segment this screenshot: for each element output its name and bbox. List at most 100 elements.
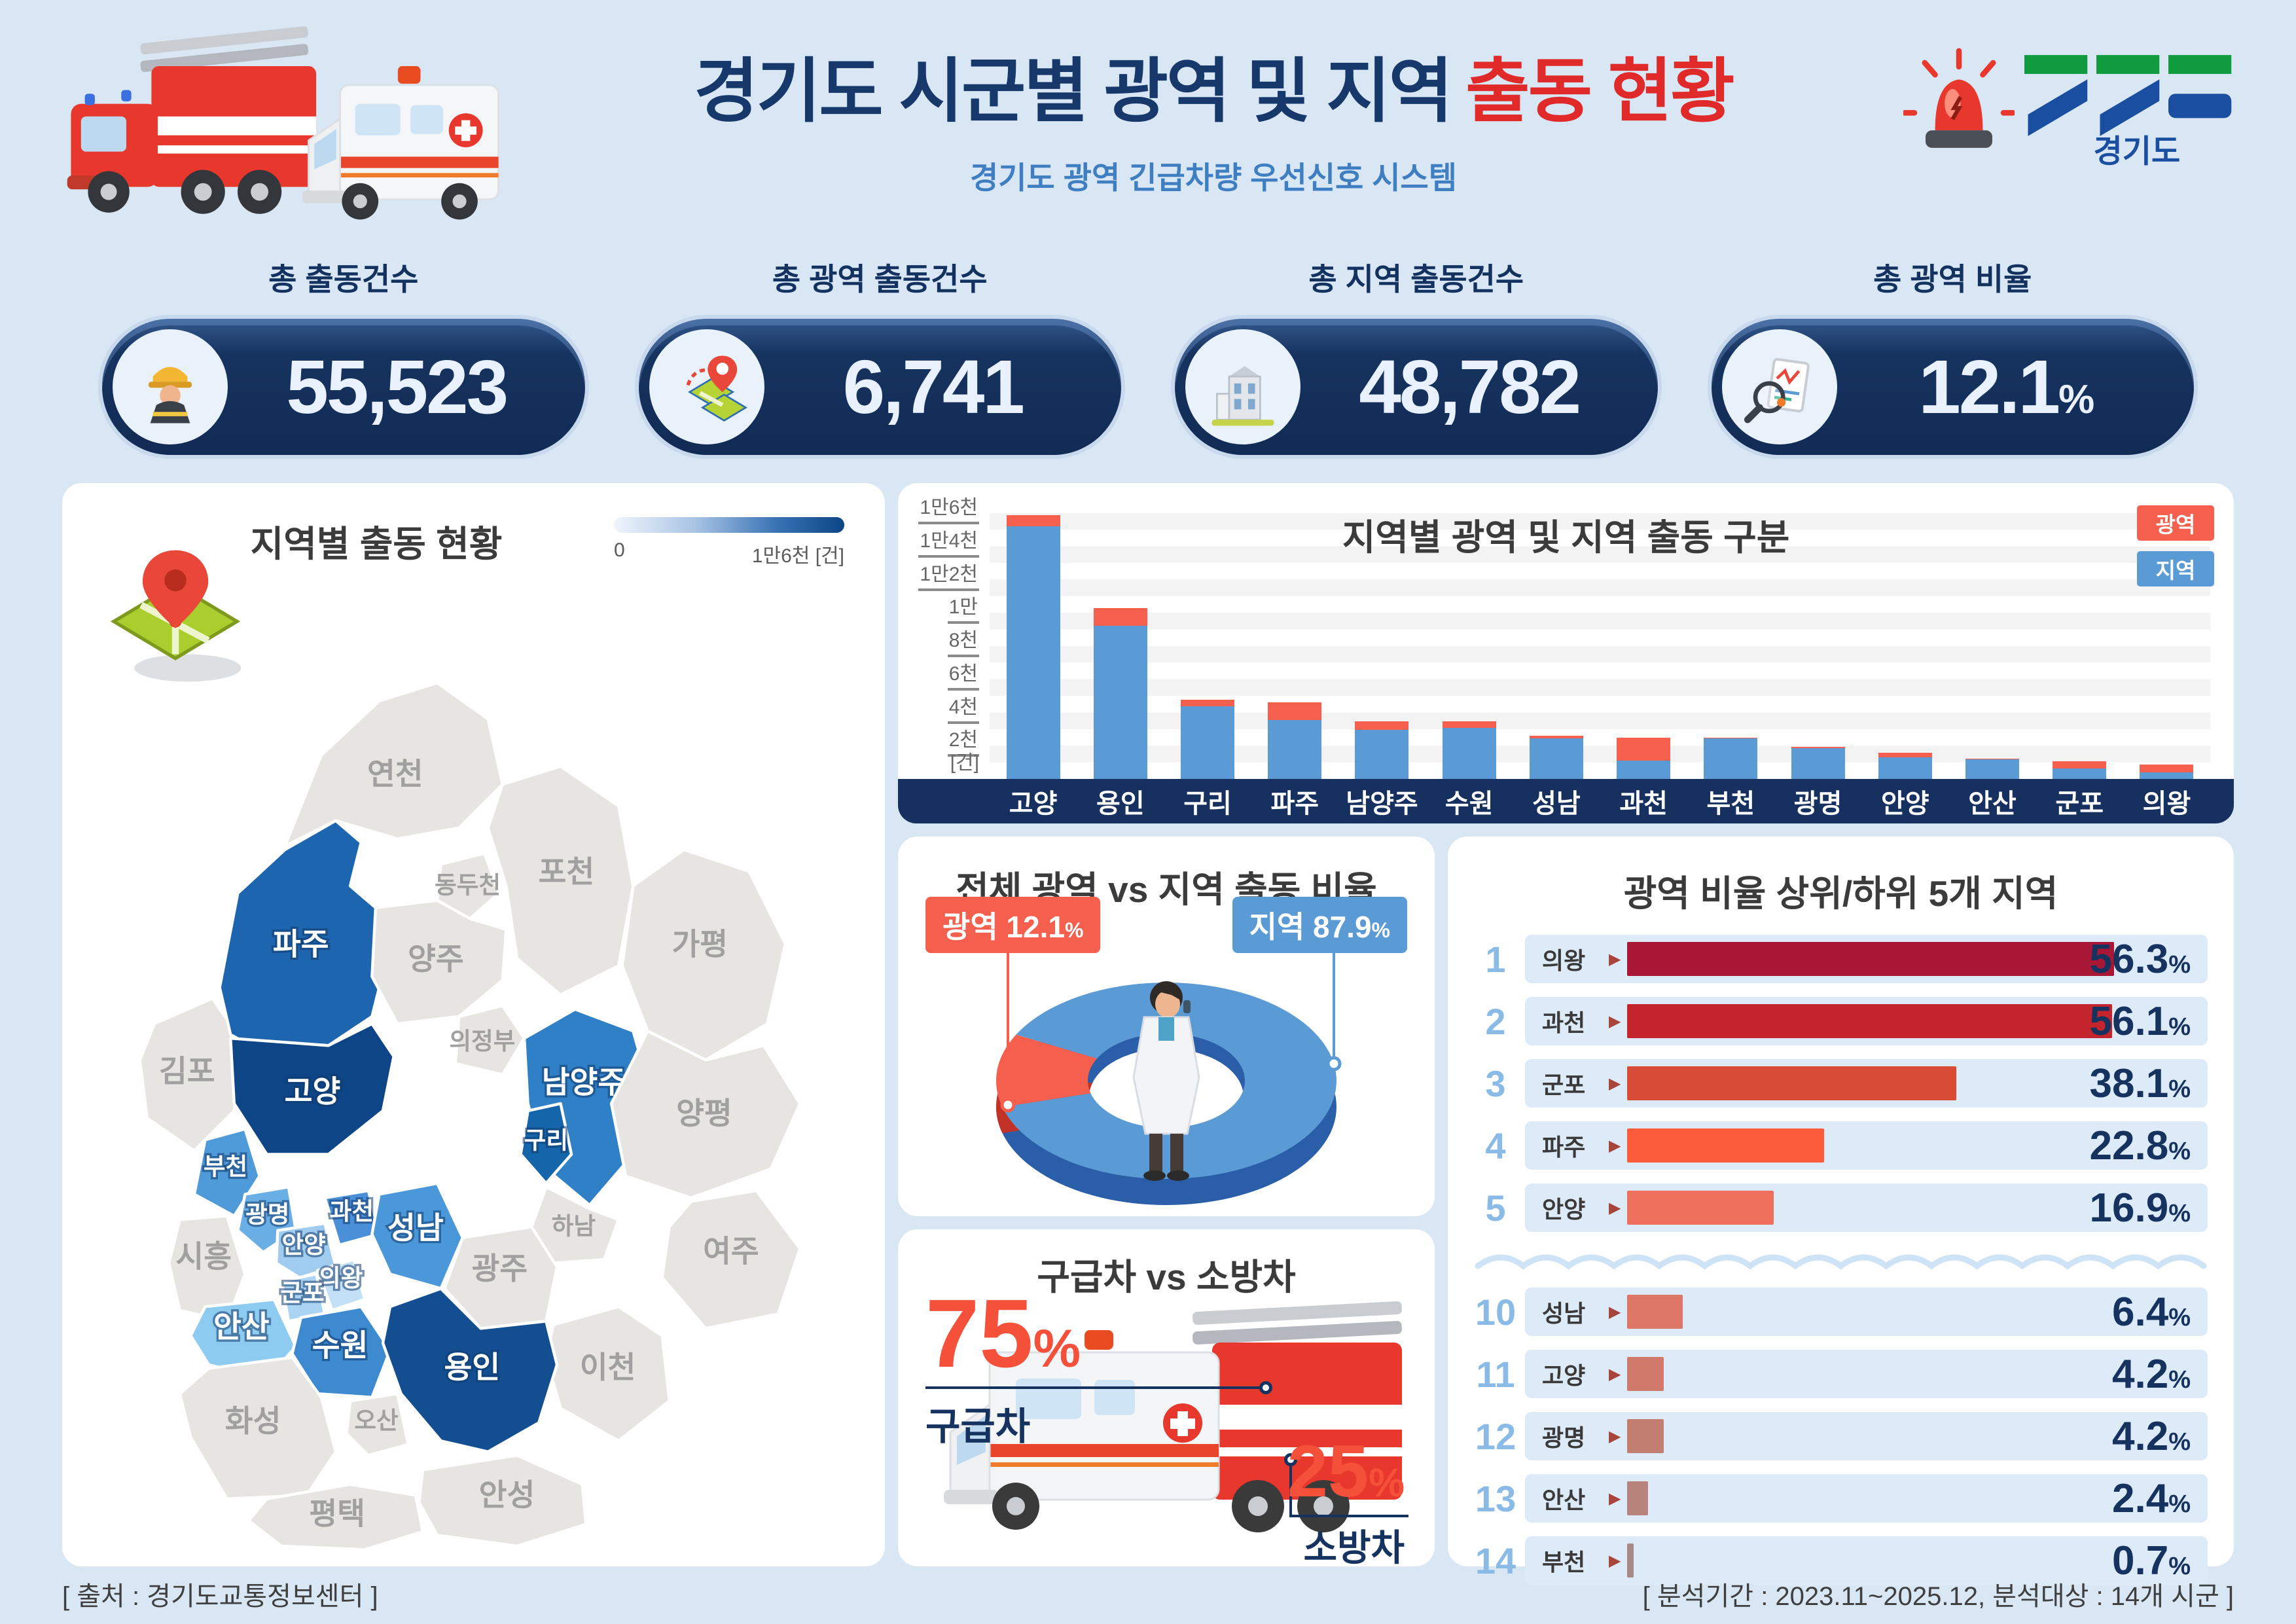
firetruck-pct: 25% xyxy=(1287,1430,1405,1512)
arrow-icon: ▶ xyxy=(1609,1427,1621,1445)
donut-local-slice xyxy=(1002,983,1336,1180)
bar-segment-local xyxy=(1181,706,1235,779)
vehicle-panel: 구급차 vs 소방차 75% 구급차 25% 소방차 xyxy=(898,1229,1435,1568)
arrow-icon: ▶ xyxy=(1609,1365,1621,1383)
bar-segment-metro xyxy=(1006,514,1060,526)
rank-track: 부천 ▶ 0.7% xyxy=(1525,1536,2208,1585)
map-region-오산: 오산 xyxy=(345,1392,410,1457)
rank-region-name: 광명 xyxy=(1542,1424,1586,1451)
bar-axis-labels: 고양 용인 구리 파주 남양주 수원 성남 과천 부천 광명 안양 안산 군포 의왕 xyxy=(898,779,2234,823)
svg-text:파주: 파주 xyxy=(273,928,329,962)
rank-bar xyxy=(1627,1295,1683,1329)
stat-metro-dispatch: 총 광역 출동건수 6,741 xyxy=(634,254,1125,459)
bar-segment-local xyxy=(1704,738,1758,779)
bar-segment-metro xyxy=(1791,746,1845,748)
bar-segment-local xyxy=(1268,719,1322,779)
rank-percentage: 56.1% xyxy=(2089,998,2191,1044)
rank-bar xyxy=(1627,1128,1825,1163)
bar-column xyxy=(1077,513,1164,779)
rank-percentage: 2.4% xyxy=(2112,1475,2191,1521)
bar-segment-local xyxy=(2053,768,2107,779)
footer-period: [ 분석기간 : 2023.11~2025.12, 분석대상 : 14개 시군 … xyxy=(1642,1582,2234,1611)
rank-bar xyxy=(1627,1357,1664,1391)
stat-value: 12.1% xyxy=(1918,344,2094,429)
bar-segment-local xyxy=(1355,730,1409,779)
stat-value: 48,782 xyxy=(1359,344,1581,429)
ranking-row: 5 안양 ▶ 16.9% xyxy=(1474,1183,2208,1232)
rank-region-name: 성남 xyxy=(1542,1300,1586,1327)
ranking-row: 4 파주 ▶ 22.8% xyxy=(1474,1121,2208,1170)
local-ratio-callout: 지역 87.9% xyxy=(1232,897,1407,953)
bar-segment-metro xyxy=(1529,736,1583,739)
rank-region-name: 안산 xyxy=(1542,1487,1586,1513)
rank-track: 군포 ▶ 38.1% xyxy=(1525,1059,2208,1108)
svg-text:의정부: 의정부 xyxy=(449,1028,515,1055)
svg-text:가평: 가평 xyxy=(672,928,728,962)
building-icon xyxy=(1185,329,1300,444)
rank-percentage: 4.2% xyxy=(2112,1413,2191,1459)
svg-text:안성: 안성 xyxy=(479,1478,535,1512)
bar-column xyxy=(2036,513,2123,779)
rank-number: 12 xyxy=(1475,1415,1516,1457)
header: 경기도 시군별 광역 및 지역 출동 현황 경기도 광역 긴급차량 우선신호 시스… xyxy=(537,34,1890,198)
rank-region-name: 과천 xyxy=(1542,1009,1586,1036)
y-axis-tick: 1만 xyxy=(947,590,979,624)
map-region-안양: 안양 xyxy=(274,1221,338,1280)
legend-metro: 광역 xyxy=(2137,505,2214,541)
person-icon xyxy=(1132,981,1200,1181)
ranking-row: 12 광명 ▶ 4.2% xyxy=(1474,1412,2208,1460)
svg-text:안산: 안산 xyxy=(213,1310,270,1344)
svg-text:시흥: 시흥 xyxy=(175,1239,232,1273)
map-region-안성: 안성 xyxy=(418,1454,588,1548)
bar-column xyxy=(2123,513,2210,779)
stat-label: 총 출동건수 xyxy=(268,262,419,297)
bar-column xyxy=(1426,513,1513,779)
arrow-icon: ▶ xyxy=(1609,1551,1621,1570)
bar-category-label: 부천 xyxy=(1706,789,1755,818)
rank-bar xyxy=(1627,1066,1957,1100)
map-region-이천: 이천 xyxy=(545,1305,671,1443)
y-axis-tick: 1만4천 xyxy=(918,524,979,558)
bar-column xyxy=(1251,513,1338,779)
donut-chart xyxy=(996,940,1342,1205)
y-axis-tick: 8천 xyxy=(947,624,979,657)
map-region-구리: 구리 xyxy=(519,1102,573,1185)
svg-text:남양주: 남양주 xyxy=(542,1065,626,1099)
bar-category-label: 파주 xyxy=(1270,789,1319,818)
map-region-여주: 여주 xyxy=(660,1189,802,1330)
ranking-row: 11 고양 ▶ 4.2% xyxy=(1474,1350,2208,1398)
svg-text:의왕: 의왕 xyxy=(319,1265,363,1291)
map-route-icon xyxy=(649,329,764,444)
map-region-부천: 부천 xyxy=(192,1127,261,1218)
rank-track: 고양 ▶ 4.2% xyxy=(1525,1350,2208,1398)
metro-ratio-callout: 광역 12.1% xyxy=(925,897,1101,953)
map-region-연천: 연천 xyxy=(283,681,505,848)
svg-text:오산: 오산 xyxy=(354,1407,398,1434)
map-region-시흥: 시흥 xyxy=(167,1214,247,1323)
stat-row: 총 출동건수 55,523 총 광역 출동건수 xyxy=(98,254,2198,459)
bar-column xyxy=(1164,513,1251,779)
rank-region-name: 안양 xyxy=(1542,1196,1586,1223)
map-region-군포: 군포 xyxy=(278,1272,327,1323)
map-region-김포: 김포 xyxy=(138,997,247,1153)
map-legend-max: 1만6천 [건] xyxy=(751,545,844,567)
y-axis-tick: 1만6천 xyxy=(918,491,979,524)
map-region-평택: 평택 xyxy=(247,1483,425,1551)
map-title: 지역별 출동 현황 xyxy=(250,524,503,564)
ranking-row: 3 군포 ▶ 38.1% xyxy=(1474,1059,2208,1108)
svg-text:용인: 용인 xyxy=(444,1350,500,1384)
rank-track: 안양 ▶ 16.9% xyxy=(1525,1183,2208,1232)
rank-track: 파주 ▶ 22.8% xyxy=(1525,1121,2208,1170)
ambulance-firetruck-illustration xyxy=(944,1301,1402,1532)
donut-metro-slice xyxy=(996,1034,1097,1108)
rank-bar xyxy=(1627,942,2114,976)
firetruck-ambulance-illustration xyxy=(67,26,500,220)
svg-text:부천: 부천 xyxy=(204,1153,247,1180)
rank-track: 광명 ▶ 4.2% xyxy=(1525,1412,2208,1460)
y-axis-tick: 1만2천 xyxy=(918,558,979,591)
bar-segment-metro xyxy=(2053,761,2107,768)
page-title: 경기도 시군별 광역 및 지역 출동 현황 xyxy=(694,52,1734,130)
arrow-icon: ▶ xyxy=(1609,1199,1621,1217)
